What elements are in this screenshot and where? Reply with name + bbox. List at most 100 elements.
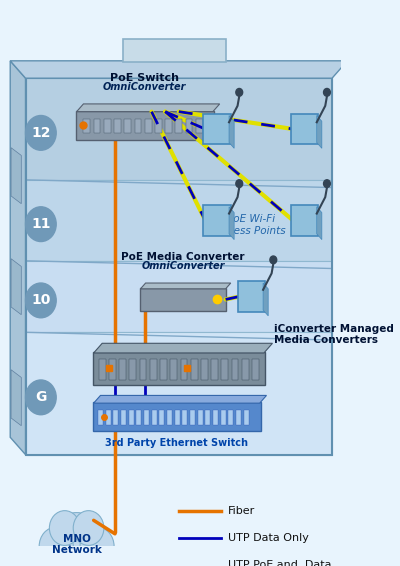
FancyBboxPatch shape <box>196 119 203 133</box>
FancyBboxPatch shape <box>128 410 134 425</box>
Text: MNO
Network: MNO Network <box>52 534 102 555</box>
Polygon shape <box>26 261 332 332</box>
FancyBboxPatch shape <box>150 359 157 380</box>
Polygon shape <box>26 180 332 261</box>
FancyBboxPatch shape <box>228 410 233 425</box>
FancyBboxPatch shape <box>211 359 218 380</box>
FancyBboxPatch shape <box>140 288 226 311</box>
Polygon shape <box>263 283 268 316</box>
FancyBboxPatch shape <box>180 359 187 380</box>
Text: PoE Switch: PoE Switch <box>110 72 179 83</box>
FancyBboxPatch shape <box>113 410 118 425</box>
FancyBboxPatch shape <box>191 359 198 380</box>
FancyBboxPatch shape <box>159 410 164 425</box>
Polygon shape <box>77 104 220 112</box>
FancyBboxPatch shape <box>204 205 231 236</box>
FancyBboxPatch shape <box>174 410 180 425</box>
Circle shape <box>26 380 56 415</box>
FancyBboxPatch shape <box>252 359 259 380</box>
FancyBboxPatch shape <box>104 119 111 133</box>
FancyBboxPatch shape <box>291 114 318 144</box>
Text: PoE Media Converter: PoE Media Converter <box>121 252 245 262</box>
Circle shape <box>26 115 56 150</box>
Circle shape <box>270 256 277 264</box>
Polygon shape <box>317 207 322 239</box>
Circle shape <box>26 283 56 318</box>
FancyBboxPatch shape <box>190 410 195 425</box>
Circle shape <box>324 88 330 96</box>
FancyBboxPatch shape <box>140 359 146 380</box>
FancyBboxPatch shape <box>291 205 318 236</box>
Text: iConverter Managed
Media Converters: iConverter Managed Media Converters <box>274 324 394 345</box>
FancyBboxPatch shape <box>76 111 214 140</box>
Polygon shape <box>26 332 332 454</box>
FancyBboxPatch shape <box>201 359 208 380</box>
Text: 11: 11 <box>31 217 51 231</box>
Circle shape <box>236 88 243 96</box>
FancyBboxPatch shape <box>170 359 177 380</box>
FancyBboxPatch shape <box>160 359 167 380</box>
FancyBboxPatch shape <box>94 119 100 133</box>
FancyBboxPatch shape <box>238 281 265 312</box>
FancyBboxPatch shape <box>221 359 228 380</box>
Circle shape <box>26 207 56 242</box>
FancyBboxPatch shape <box>119 359 126 380</box>
FancyBboxPatch shape <box>136 410 141 425</box>
FancyBboxPatch shape <box>124 119 131 133</box>
Text: Fiber: Fiber <box>228 505 256 516</box>
Text: PoE Wi-Fi
Access Points: PoE Wi-Fi Access Points <box>216 215 286 236</box>
Polygon shape <box>11 370 21 426</box>
FancyBboxPatch shape <box>244 410 249 425</box>
Polygon shape <box>229 115 234 148</box>
FancyBboxPatch shape <box>130 359 136 380</box>
Circle shape <box>80 527 114 565</box>
Circle shape <box>73 511 104 546</box>
FancyBboxPatch shape <box>114 119 121 133</box>
FancyBboxPatch shape <box>109 359 116 380</box>
Polygon shape <box>317 115 322 148</box>
Circle shape <box>51 513 102 566</box>
Text: G: G <box>35 391 46 404</box>
FancyBboxPatch shape <box>213 410 218 425</box>
Polygon shape <box>10 61 347 78</box>
FancyBboxPatch shape <box>220 410 226 425</box>
Polygon shape <box>94 344 272 353</box>
FancyBboxPatch shape <box>152 410 157 425</box>
Polygon shape <box>26 78 332 180</box>
Circle shape <box>49 511 80 546</box>
Polygon shape <box>10 61 26 454</box>
FancyBboxPatch shape <box>84 119 90 133</box>
FancyBboxPatch shape <box>242 359 249 380</box>
Text: UTP Data Only: UTP Data Only <box>228 533 309 543</box>
FancyBboxPatch shape <box>232 359 238 380</box>
FancyBboxPatch shape <box>186 119 192 133</box>
FancyBboxPatch shape <box>98 410 103 425</box>
FancyBboxPatch shape <box>167 410 172 425</box>
FancyBboxPatch shape <box>121 410 126 425</box>
FancyBboxPatch shape <box>155 119 162 133</box>
Polygon shape <box>229 207 234 239</box>
Text: 12: 12 <box>31 126 51 140</box>
FancyBboxPatch shape <box>204 114 231 144</box>
FancyBboxPatch shape <box>99 359 106 380</box>
Text: 3rd Party Ethernet Switch: 3rd Party Ethernet Switch <box>105 438 248 448</box>
FancyBboxPatch shape <box>165 119 172 133</box>
FancyBboxPatch shape <box>134 119 141 133</box>
Circle shape <box>236 180 243 187</box>
FancyBboxPatch shape <box>198 410 203 425</box>
Polygon shape <box>11 259 21 315</box>
FancyBboxPatch shape <box>182 410 187 425</box>
Polygon shape <box>11 148 21 204</box>
FancyBboxPatch shape <box>144 410 149 425</box>
Text: OmniConverter: OmniConverter <box>141 261 225 272</box>
FancyBboxPatch shape <box>145 119 152 133</box>
Polygon shape <box>94 396 266 403</box>
Text: 10: 10 <box>31 293 50 307</box>
Text: UTP PoE and  Data: UTP PoE and Data <box>228 560 332 566</box>
Polygon shape <box>140 283 231 289</box>
Text: OmniConverter: OmniConverter <box>103 82 186 92</box>
FancyBboxPatch shape <box>106 410 111 425</box>
FancyBboxPatch shape <box>236 410 241 425</box>
FancyBboxPatch shape <box>175 119 182 133</box>
Circle shape <box>324 180 330 187</box>
